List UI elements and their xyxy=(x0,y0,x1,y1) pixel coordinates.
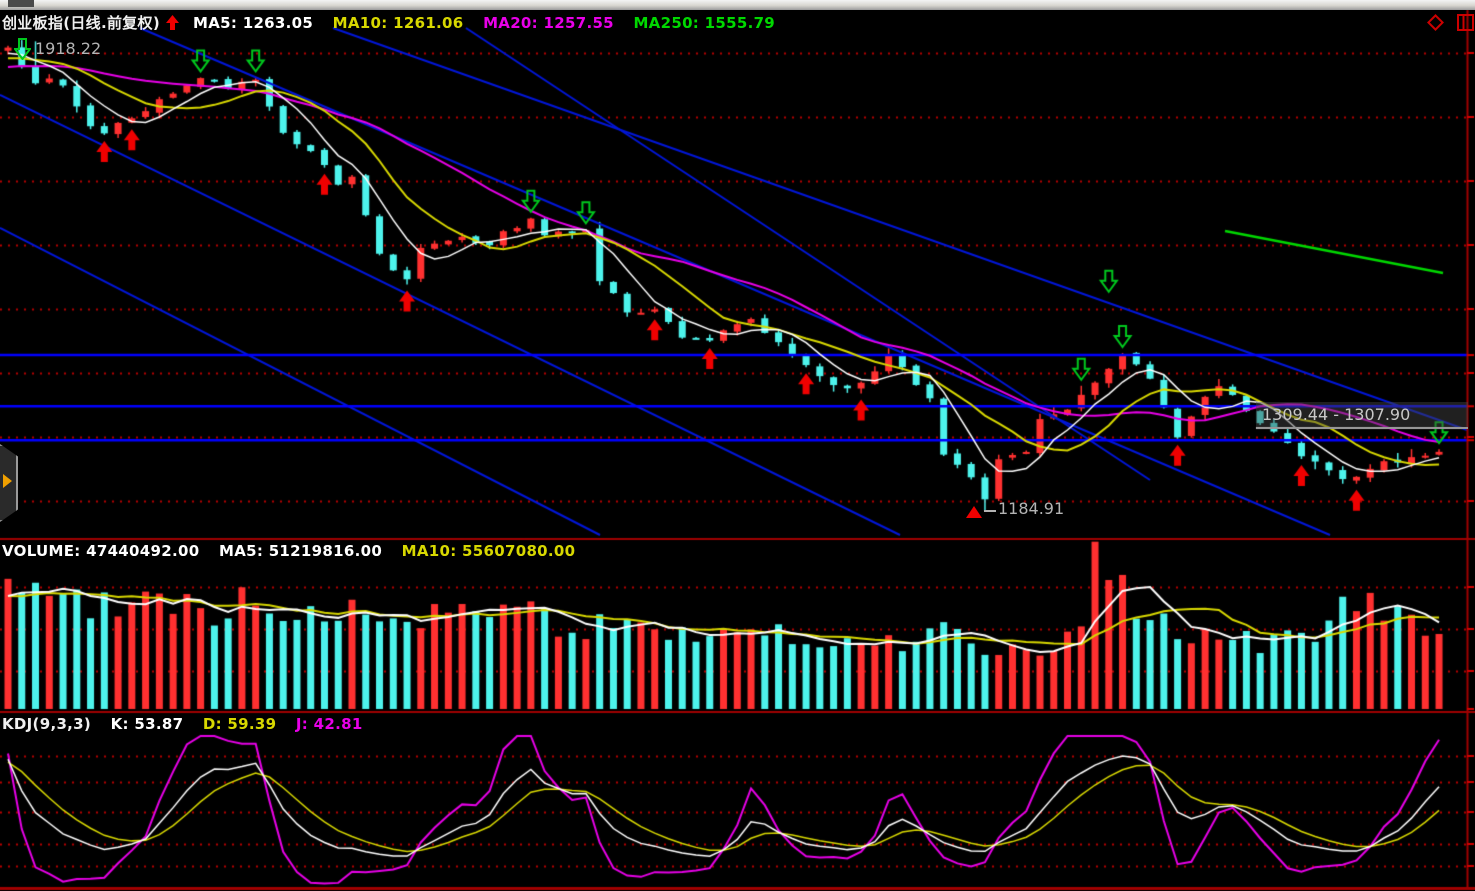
volume-ma10-label: MA10: 55607080.00 xyxy=(401,542,576,560)
sidebar-expand-tab[interactable] xyxy=(0,444,18,522)
ma250-value-label: MA250: 1555.79 xyxy=(633,14,776,32)
split-window-button[interactable] xyxy=(1457,13,1475,32)
chart-header-buttons xyxy=(1419,13,1475,32)
previous-high-annotation: 1918.22 xyxy=(13,38,102,61)
ma10-value-label: MA10: 1261.06 xyxy=(332,14,464,32)
kdj-j-label: J: 42.81 xyxy=(295,715,363,733)
kdj-d-label: D: 59.39 xyxy=(202,715,277,733)
gap-zone-annotation: 1309.44 - 1307.90 xyxy=(1256,402,1468,429)
volume-panel-header: VOLUME: 47440492.00 MA5: 51219816.00 MA1… xyxy=(2,542,589,560)
green-down-arrow-icon xyxy=(13,38,32,61)
main-chart-header: 创业板指(日线.前复权) MA5: 1263.05 MA10: 1261.06 M… xyxy=(2,12,789,34)
kdj-k-label: K: 53.87 xyxy=(110,715,184,733)
gap-zone-value: 1309.44 - 1307.90 xyxy=(1262,405,1411,424)
chart-title: 创业板指(日线.前复权) xyxy=(2,14,161,32)
low-marker-triangle-icon xyxy=(966,506,982,518)
ma5-value-label: MA5: 1263.05 xyxy=(193,14,314,32)
expand-arrow-icon xyxy=(3,474,12,488)
low-price-annotation: 1184.91 xyxy=(964,499,1064,518)
up-arrow-icon xyxy=(166,15,180,34)
kdj-panel-header: KDJ(9,3,3) K: 53.87 D: 59.39 J: 42.81 xyxy=(2,715,377,733)
volume-ma5-label: MA5: 51219816.00 xyxy=(219,542,383,560)
ma20-value-label: MA20: 1257.55 xyxy=(483,14,614,32)
diamond-marker-button[interactable] xyxy=(1426,13,1445,32)
kdj-name-label: KDJ(9,3,3) xyxy=(2,715,92,733)
toolbar-strip xyxy=(0,0,1475,10)
toolbar-strip-button[interactable] xyxy=(8,0,34,7)
previous-high-value: 1918.22 xyxy=(35,39,102,58)
low-marker-dash xyxy=(984,510,996,512)
low-price-value: 1184.91 xyxy=(998,499,1065,518)
volume-value-label: VOLUME: 47440492.00 xyxy=(2,542,200,560)
